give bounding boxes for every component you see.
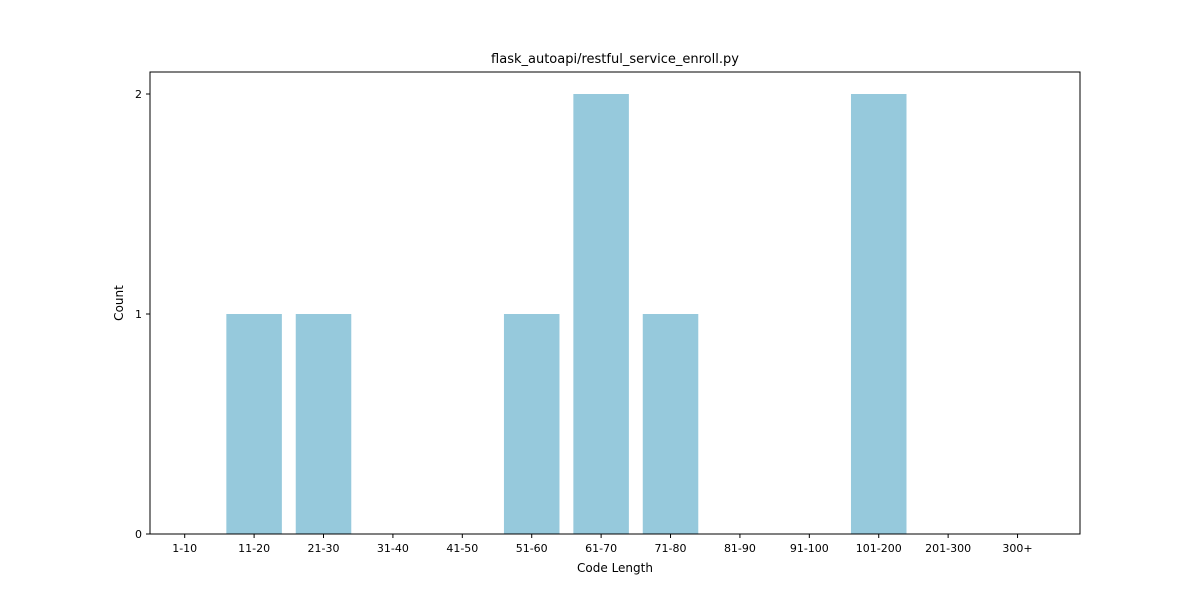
x-axis-label: Code Length (577, 561, 653, 575)
y-tick-label: 2 (135, 88, 142, 101)
bar-101-200 (850, 94, 907, 534)
x-tick-label: 31-40 (377, 542, 409, 555)
x-tick-label: 300+ (1002, 542, 1032, 555)
x-tick-label: 1-10 (172, 542, 197, 555)
x-tick-label: 61-70 (585, 542, 617, 555)
x-tick-label: 101-200 (856, 542, 902, 555)
chart-title: flask_autoapi/restful_service_enroll.py (491, 52, 739, 67)
bar-51-60 (503, 314, 560, 534)
x-tick-label: 21-30 (308, 542, 340, 555)
x-tick-label: 81-90 (724, 542, 756, 555)
bar-61-70 (573, 94, 629, 534)
bar-11-20 (226, 314, 282, 534)
x-tick-label: 41-50 (446, 542, 478, 555)
y-axis-ticks: 0 1 2 (135, 88, 150, 541)
plot-frame (149, 71, 1081, 535)
y-tick-label: 1 (135, 308, 142, 321)
bars-group (226, 94, 907, 534)
x-tick-label: 201-300 (925, 542, 971, 555)
x-tick-label: 71-80 (655, 542, 687, 555)
bar-71-80 (642, 314, 699, 534)
y-tick-label: 0 (135, 528, 142, 541)
y-axis-label: Count (112, 285, 126, 321)
x-axis-ticks: 1-10 11-20 21-30 31-40 41-50 51-60 61-70 71-80 8… (172, 534, 1033, 555)
x-tick-label: 91-100 (790, 542, 829, 555)
x-tick-label: 51-60 (516, 542, 548, 555)
x-tick-label: 11-20 (238, 542, 270, 555)
bar-21-30 (295, 314, 352, 534)
